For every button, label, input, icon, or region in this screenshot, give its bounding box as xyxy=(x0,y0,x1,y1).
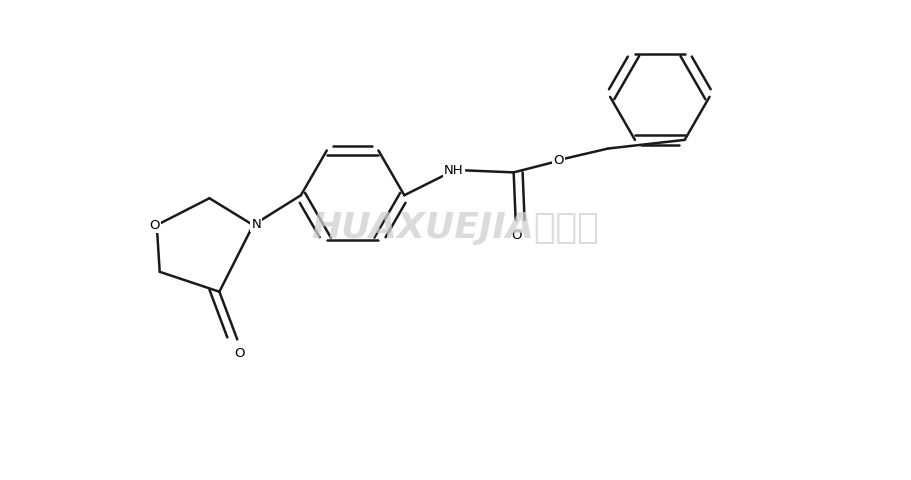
Text: O: O xyxy=(149,218,160,231)
Text: NH: NH xyxy=(445,164,464,177)
Text: O: O xyxy=(511,228,522,241)
Text: HUAXUEJIA化学加: HUAXUEJIA化学加 xyxy=(312,211,599,245)
Text: O: O xyxy=(553,154,564,167)
Text: O: O xyxy=(234,347,244,360)
Text: N: N xyxy=(251,217,261,230)
